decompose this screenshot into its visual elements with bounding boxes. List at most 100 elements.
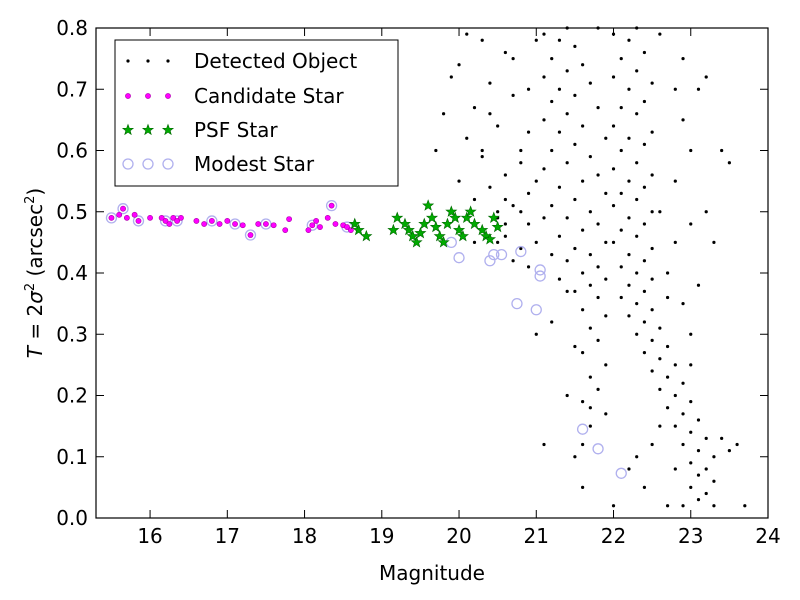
x-tick-label: 20 [446,524,471,548]
detected-object-point [635,161,639,165]
detected-object-point [519,246,523,251]
psf-star-point [441,217,454,230]
legend-label-psf: PSF Star [194,118,278,142]
detected-object-point [573,289,577,293]
detected-object-point [557,277,562,281]
x-tick-label: 16 [137,524,162,548]
detected-object-point [588,253,592,257]
detected-object-point [581,400,585,404]
detected-object-point [696,473,701,477]
candidate-star-point [201,221,208,227]
modest-star-point [484,255,496,267]
detected-object-point [681,504,685,508]
detected-object-point [619,295,623,300]
detected-object-point [496,210,500,214]
modest-star-point [325,199,338,212]
candidate-star-point [247,232,254,238]
psf-star-point [460,211,473,224]
detected-object-point [665,271,670,275]
detected-object-point [673,363,677,367]
candidate-star-point [332,221,339,227]
detected-object-point [588,155,592,159]
detected-object-point [627,283,631,287]
candidate-star-point [305,227,312,234]
detected-object-point [696,418,701,422]
candidate-star-point [263,221,269,227]
detected-object-point [480,155,484,159]
detected-object-point [604,191,608,195]
detected-object-point [665,344,670,349]
detected-object-point [596,106,600,110]
detected-object-point [503,222,507,226]
detected-object-point [542,167,546,171]
detected-object-point [619,228,623,232]
detected-object-point [611,504,616,508]
detected-object-point [550,99,554,104]
psf-star-point [452,223,466,236]
x-tick-label: 23 [678,524,703,548]
y-axis-label-unit: (arcsec [23,204,47,283]
detected-object-point [650,246,654,251]
psf-star-point [468,217,481,230]
detected-object-point [542,118,546,122]
legend-box [114,39,399,187]
detected-object-point [627,136,631,140]
detected-object-point [588,424,592,428]
candidate-star-point [270,222,277,229]
detected-object-point [627,314,631,318]
detected-object-point [673,179,677,183]
y-axis-ticks: 0.0 0.1 0.2 0.3 0.4 0.5 0.6 0.7 0.8 [56,16,768,530]
candidate-star-point [174,218,181,224]
detected-object-point [604,136,608,140]
detected-object-point [658,387,662,391]
candidate-star-point [328,202,335,209]
detected-object-point [596,222,600,226]
detected-object-point [565,161,569,165]
detected-object-point [581,228,585,232]
detected-object-point [619,106,623,110]
detected-object-point [650,338,654,342]
legend-marker-detected-object-point [126,59,130,63]
psf-star-point [348,217,361,230]
detected-object-point [611,124,616,128]
detected-object-point [720,436,724,440]
detected-object-point [689,363,693,367]
detected-object-point [457,179,461,183]
detected-object-point [480,38,484,42]
detected-object-point [619,191,623,195]
psf-star-point [429,220,442,233]
detected-object-point [635,302,639,306]
modest-star-point [159,215,172,227]
candidate-star-point [216,221,223,227]
detected-object-point [449,75,453,79]
detected-object-point [712,240,716,244]
detected-object-point [604,412,608,416]
legend-marker-detected-object-point [166,59,170,63]
candidate-star-point [166,221,173,227]
detected-object-point [627,253,631,257]
psf-star-point [437,236,450,248]
detected-object-point [720,148,724,153]
detected-object-point [696,283,701,287]
detected-object-point [441,112,446,116]
y-axis-label-t: T [23,344,47,358]
candidate-star-point [255,221,262,227]
modest-star-point [132,215,145,227]
modest-star-point [534,270,546,282]
detected-object-point [581,124,585,128]
detected-object-point [596,265,600,269]
detected-object-point [465,136,469,140]
detected-object-point [650,369,654,373]
detected-object-point [673,424,677,428]
detected-object-point [488,81,492,85]
modest-star-point [171,215,183,227]
detected-object-point [526,191,531,195]
detected-object-point [712,504,716,508]
detected-object-point [542,75,546,79]
detected-object-point [658,326,662,330]
detected-object-point [581,271,585,275]
candidate-star-point [232,221,238,227]
legend-label-candidate: Candidate Star [194,84,344,108]
detected-object-point [511,57,515,61]
detected-object-point [581,351,585,355]
